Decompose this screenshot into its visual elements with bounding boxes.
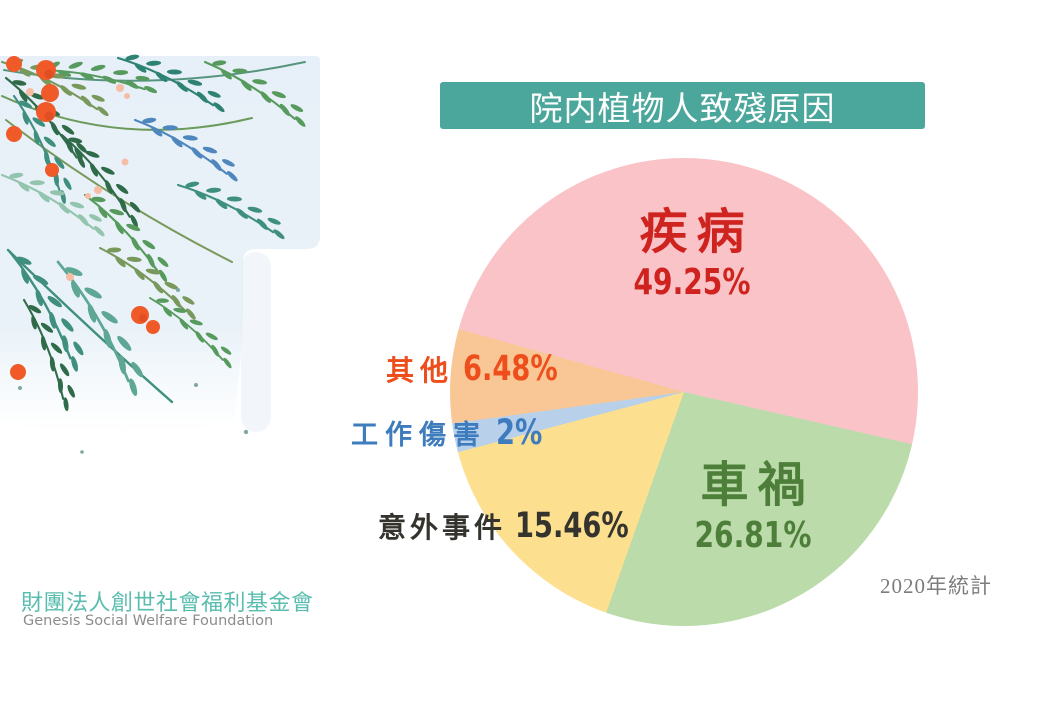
callout-label-work-injury: 工作傷害 2% [351,416,555,451]
slice-label-car-accident: 車禍 26.81% [648,461,858,554]
slice-label-disease: 疾病 49.25% [587,208,797,301]
berries [6,56,160,380]
pie-chart [450,158,918,626]
slice-label-car-accident-value: 26.81% [694,515,812,556]
org-name-en: Genesis Social Welfare Foundation [23,613,274,629]
page-title: 院内植物人致殘原因 [529,88,836,128]
callout-label-other: 其他 6.48% [386,352,584,387]
slice-label-disease-name: 疾病 [639,204,754,260]
callout-label-other-value: 6.48% [463,349,558,389]
callout-label-work-injury-value: 2% [496,413,543,453]
org-name-zh: 財團法人創世社會福利基金會 [21,591,314,616]
callout-label-accident-name: 意外事件 [378,511,507,544]
decorative-plant-illustration [0,49,320,454]
slice-label-car-accident-name: 車禍 [700,457,815,513]
title-banner: 院内植物人致殘原因 [440,82,925,129]
callout-label-accident-value: 15.46% [515,506,629,546]
slice-label-disease-value: 49.25% [633,262,751,303]
callout-label-other-name: 其他 [386,354,455,387]
callout-label-accident: 意外事件 15.46% [378,509,661,544]
stat-year-note: 2020年統計 [880,574,992,598]
callout-label-work-injury-name: 工作傷害 [351,420,487,451]
